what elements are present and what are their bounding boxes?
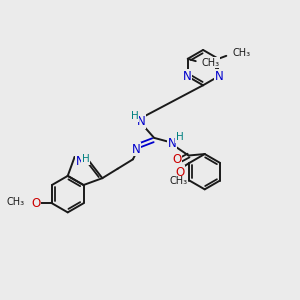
Text: O: O <box>31 197 40 210</box>
Text: N: N <box>214 70 223 83</box>
Text: N: N <box>131 142 140 155</box>
Text: H: H <box>176 132 184 142</box>
Text: H: H <box>82 154 90 164</box>
Text: N: N <box>136 115 145 128</box>
Text: O: O <box>172 153 182 167</box>
Text: N: N <box>76 155 84 168</box>
Text: N: N <box>168 137 177 150</box>
Text: N: N <box>183 70 192 83</box>
Text: CH₃: CH₃ <box>202 58 220 68</box>
Text: O: O <box>176 166 184 179</box>
Text: CH₃: CH₃ <box>232 49 250 58</box>
Text: CH₃: CH₃ <box>7 197 25 207</box>
Text: CH₃: CH₃ <box>169 176 187 186</box>
Text: H: H <box>130 111 138 122</box>
